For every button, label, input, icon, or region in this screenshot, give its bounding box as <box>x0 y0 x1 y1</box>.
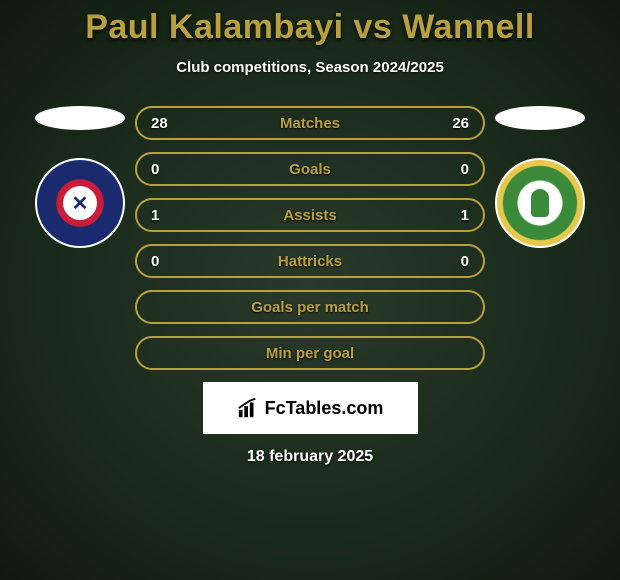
site-logo: FcTables.com <box>203 382 418 434</box>
stat-right-value: 0 <box>461 161 469 178</box>
date-text: 18 february 2025 <box>0 448 620 466</box>
stat-left-value: 28 <box>151 115 168 132</box>
left-side <box>25 106 135 248</box>
stat-right-value: 26 <box>452 115 469 132</box>
comparison-content: 28 Matches 26 0 Goals 0 1 Assists 1 0 Ha… <box>0 106 620 370</box>
stat-right-value: 0 <box>461 253 469 270</box>
stat-row-assists: 1 Assists 1 <box>135 198 485 232</box>
player-left-oval <box>35 106 125 130</box>
stat-label: Goals per match <box>251 299 369 316</box>
stat-right-value: 1 <box>461 207 469 224</box>
stat-row-hattricks: 0 Hattricks 0 <box>135 244 485 278</box>
club-crest-left <box>35 158 125 248</box>
stat-label: Goals <box>289 161 331 178</box>
stat-label: Assists <box>283 207 336 224</box>
stat-label: Min per goal <box>266 345 354 362</box>
stat-left-value: 1 <box>151 207 159 224</box>
club-crest-right <box>495 158 585 248</box>
stat-row-matches: 28 Matches 26 <box>135 106 485 140</box>
stat-row-goals-per-match: Goals per match <box>135 290 485 324</box>
chart-icon <box>237 397 259 419</box>
stat-row-min-per-goal: Min per goal <box>135 336 485 370</box>
stats-column: 28 Matches 26 0 Goals 0 1 Assists 1 0 Ha… <box>135 106 485 370</box>
stat-label: Matches <box>280 115 340 132</box>
logo-text: FcTables.com <box>265 398 384 419</box>
page-title: Paul Kalambayi vs Wannell <box>0 0 620 47</box>
subtitle: Club competitions, Season 2024/2025 <box>0 59 620 76</box>
right-side <box>485 106 595 248</box>
stat-left-value: 0 <box>151 161 159 178</box>
player-right-oval <box>495 106 585 130</box>
stat-row-goals: 0 Goals 0 <box>135 152 485 186</box>
stat-label: Hattricks <box>278 253 342 270</box>
stat-left-value: 0 <box>151 253 159 270</box>
